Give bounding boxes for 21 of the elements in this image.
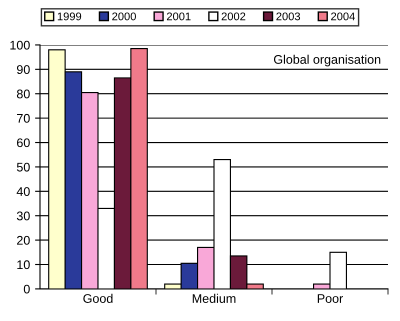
y-tick-label: 40 — [16, 187, 30, 196]
legend-label: 2002 — [222, 12, 246, 20]
y-tick-label: 100 — [10, 40, 30, 50]
y-tick-label: 80 — [16, 90, 30, 98]
x-tick-label: Medium — [192, 294, 236, 303]
legend-label: 2004 — [331, 12, 355, 20]
legend-label: 1999 — [58, 12, 82, 20]
x-tick-label: Poor — [318, 294, 343, 303]
x-tick-label: Good — [83, 294, 112, 303]
y-tick-label: 0 — [24, 284, 30, 294]
y-tick-label: 70 — [17, 114, 30, 123]
y-tick-label: 10 — [17, 260, 30, 270]
annotation: Global organisation — [274, 54, 380, 66]
y-tick-label: 50 — [16, 162, 30, 172]
legend-label: 2000 — [112, 12, 136, 20]
y-tick-label: 30 — [16, 212, 30, 220]
y-tick-label: 90 — [16, 65, 30, 74]
legend-label: 2003 — [276, 12, 300, 20]
y-tick-label: 60 — [17, 138, 30, 148]
y-tick-label: 20 — [17, 236, 30, 245]
legend-label: 2001 — [166, 12, 191, 20]
